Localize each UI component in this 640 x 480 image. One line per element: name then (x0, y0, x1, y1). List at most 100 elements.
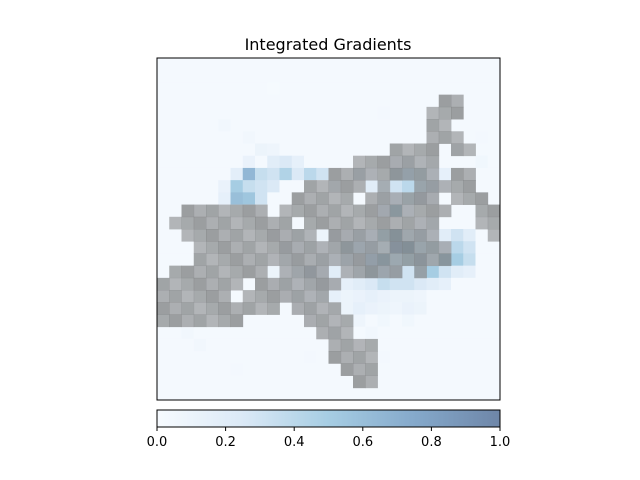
attribution-cell (193, 326, 207, 340)
attribution-cell (463, 290, 476, 303)
attribution-cell (463, 204, 476, 218)
attribution-cell (218, 58, 231, 71)
digit-pixel (377, 253, 391, 267)
digit-pixel (340, 326, 354, 340)
attribution-cell (206, 192, 219, 205)
attribution-cell (451, 277, 464, 291)
attribution-cell (267, 143, 280, 157)
attribution-cell (328, 290, 342, 303)
attribution-cell (304, 338, 317, 352)
digit-pixel (389, 167, 403, 181)
digit-pixel (169, 265, 182, 279)
attribution-cell (267, 326, 280, 340)
attribution-cell (475, 180, 489, 193)
attribution-cell (463, 253, 476, 267)
attribution-cell (206, 143, 219, 157)
digit-pixel (218, 229, 231, 242)
attribution-cell (304, 351, 317, 364)
attribution-cell (451, 351, 464, 364)
attribution-cell (451, 70, 464, 83)
digit-pixel (487, 216, 501, 230)
attribution-cell (451, 265, 464, 279)
attribution-cell (487, 192, 501, 205)
attribution-cell (475, 94, 489, 108)
attribution-cell (169, 229, 182, 242)
attribution-cell (230, 387, 244, 401)
attribution-cell (438, 277, 452, 291)
attribution-cell (242, 106, 256, 120)
digit-pixel (181, 302, 195, 315)
attribution-cell (230, 131, 244, 144)
attribution-cell (291, 155, 305, 169)
attribution-cell (328, 387, 342, 401)
digit-pixel (451, 192, 464, 205)
attribution-cell (414, 82, 427, 96)
colorbar: 0.0 0.2 0.4 0.6 0.8 1.0 (147, 409, 510, 450)
digit-pixel (340, 338, 354, 352)
attribution-cell (365, 143, 378, 157)
digit-pixel (181, 229, 195, 242)
attribution-cell (451, 204, 464, 218)
digit-pixel (365, 229, 378, 242)
attribution-cell (426, 94, 440, 108)
attribution-cell (316, 119, 329, 132)
attribution-cell (438, 363, 452, 376)
attribution-cell (157, 119, 170, 132)
attribution-cell (487, 290, 501, 303)
attribution-cell (328, 363, 342, 376)
attribution-cell (328, 155, 342, 169)
digit-pixel (353, 155, 366, 169)
attribution-cell (463, 106, 476, 120)
digit-pixel (328, 167, 342, 181)
attribution-cell (426, 326, 440, 340)
attribution-cell (169, 82, 182, 96)
digit-pixel (414, 155, 427, 169)
digit-pixel (157, 314, 170, 328)
attribution-cell (316, 70, 329, 83)
attribution-cell (267, 155, 280, 169)
attribution-cell (157, 106, 170, 120)
digit-pixel (402, 167, 415, 181)
attribution-cell (181, 363, 195, 376)
digit-pixel (242, 241, 256, 254)
attribution-cell (463, 314, 476, 328)
digit-pixel (230, 204, 244, 218)
attribution-cell (316, 375, 329, 389)
digit-pixel (206, 290, 219, 303)
digit-pixel (402, 155, 415, 169)
digit-pixel (193, 290, 207, 303)
attribution-cell (414, 363, 427, 376)
attribution-cell (181, 192, 195, 205)
attribution-cell (475, 253, 489, 267)
attribution-cell (206, 375, 219, 389)
attribution-cell (438, 70, 452, 83)
digit-pixel (463, 192, 476, 205)
attribution-cell (487, 119, 501, 132)
attribution-cell (157, 180, 170, 193)
digit-pixel (279, 277, 293, 291)
attribution-cell (389, 58, 403, 71)
attribution-cell (463, 326, 476, 340)
attribution-cell (255, 363, 268, 376)
attribution-cell (169, 167, 182, 181)
digit-pixel (304, 253, 317, 267)
digit-pixel (267, 290, 280, 303)
digit-pixel (438, 106, 452, 120)
attribution-cell (255, 375, 268, 389)
digit-pixel (291, 253, 305, 267)
digit-pixel (304, 216, 317, 230)
attribution-cell (304, 167, 317, 181)
attribution-cell (316, 363, 329, 376)
attribution-cell (242, 167, 256, 181)
attribution-cell (218, 167, 231, 181)
digit-pixel (426, 192, 440, 205)
digit-pixel (451, 106, 464, 120)
digit-pixel (169, 314, 182, 328)
attribution-cell (353, 143, 366, 157)
attribution-cell (218, 143, 231, 157)
attribution-cell (438, 314, 452, 328)
attribution-cell (475, 277, 489, 291)
attribution-cell (451, 363, 464, 376)
digit-pixel (181, 204, 195, 218)
